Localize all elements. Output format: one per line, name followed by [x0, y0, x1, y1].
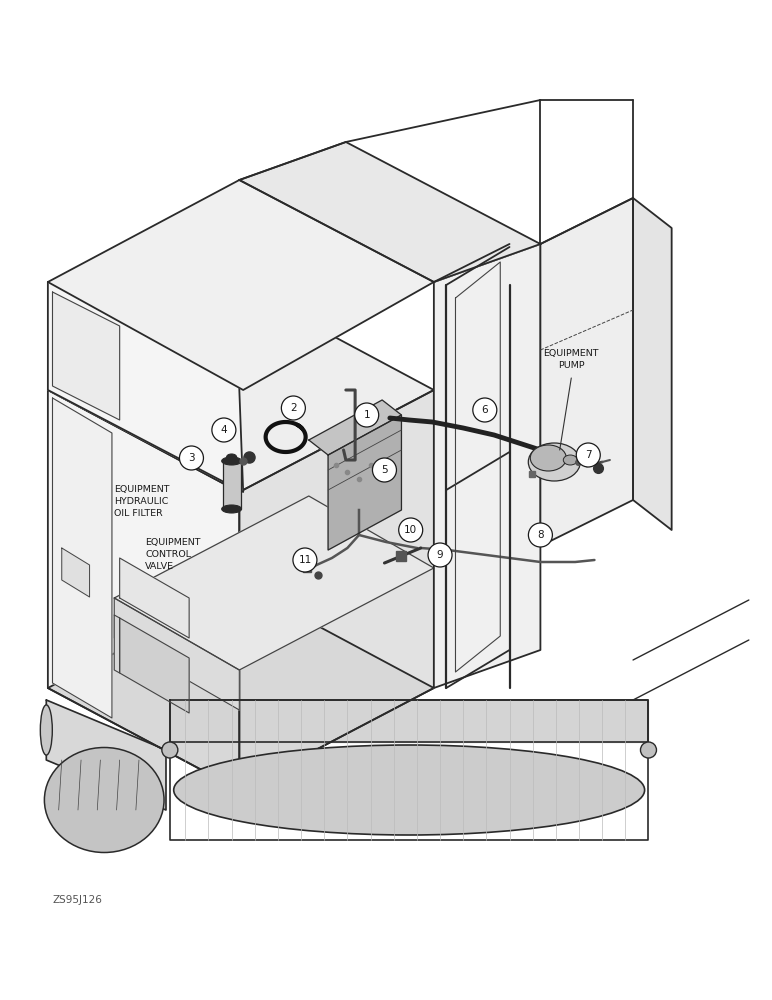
Polygon shape: [62, 548, 90, 597]
Text: 11: 11: [298, 555, 312, 565]
Text: 6: 6: [482, 405, 488, 415]
Text: EQUIPMENT
CONTROL
VALVE: EQUIPMENT CONTROL VALVE: [145, 538, 201, 571]
Polygon shape: [328, 415, 401, 550]
FancyBboxPatch shape: [222, 461, 241, 509]
Polygon shape: [114, 615, 120, 673]
Text: 9: 9: [437, 550, 443, 560]
Polygon shape: [114, 598, 239, 710]
Ellipse shape: [174, 745, 645, 835]
Ellipse shape: [564, 455, 577, 465]
Circle shape: [472, 398, 497, 422]
Circle shape: [179, 446, 204, 470]
Text: 10: 10: [404, 525, 418, 535]
Text: 8: 8: [537, 530, 543, 540]
Text: 5: 5: [381, 465, 388, 475]
Polygon shape: [120, 558, 189, 638]
Text: 7: 7: [585, 450, 591, 460]
Polygon shape: [540, 198, 633, 546]
Ellipse shape: [45, 748, 164, 852]
Text: ZS95J126: ZS95J126: [52, 895, 103, 905]
Polygon shape: [239, 142, 540, 282]
Polygon shape: [309, 400, 401, 455]
Ellipse shape: [528, 443, 581, 481]
Circle shape: [354, 403, 379, 427]
Polygon shape: [633, 198, 672, 530]
Text: EQUIPMENT
HYDRAULIC
OIL FILTER: EQUIPMENT HYDRAULIC OIL FILTER: [114, 485, 170, 518]
Circle shape: [281, 396, 306, 420]
Polygon shape: [170, 700, 648, 742]
Circle shape: [528, 523, 553, 547]
Circle shape: [293, 548, 317, 572]
Polygon shape: [114, 496, 434, 670]
Circle shape: [428, 543, 452, 567]
Circle shape: [641, 742, 656, 758]
Polygon shape: [46, 700, 166, 810]
Ellipse shape: [222, 457, 242, 465]
Circle shape: [162, 742, 178, 758]
Ellipse shape: [530, 445, 567, 471]
Polygon shape: [52, 292, 120, 420]
Circle shape: [372, 458, 397, 482]
Text: 1: 1: [364, 410, 370, 420]
Text: EQUIPMENT
PUMP: EQUIPMENT PUMP: [543, 349, 599, 370]
Text: 3: 3: [188, 453, 195, 463]
Ellipse shape: [222, 505, 242, 513]
Polygon shape: [48, 288, 434, 492]
Polygon shape: [48, 390, 239, 790]
Polygon shape: [52, 398, 112, 718]
Polygon shape: [120, 618, 189, 713]
Polygon shape: [48, 180, 434, 390]
Text: 2: 2: [290, 403, 296, 413]
Text: 4: 4: [221, 425, 227, 435]
Circle shape: [398, 518, 423, 542]
Circle shape: [212, 418, 236, 442]
Ellipse shape: [227, 454, 236, 460]
Circle shape: [576, 443, 601, 467]
Polygon shape: [434, 244, 540, 688]
Polygon shape: [48, 586, 434, 790]
Polygon shape: [239, 390, 434, 790]
Ellipse shape: [40, 705, 52, 755]
Polygon shape: [48, 282, 243, 492]
